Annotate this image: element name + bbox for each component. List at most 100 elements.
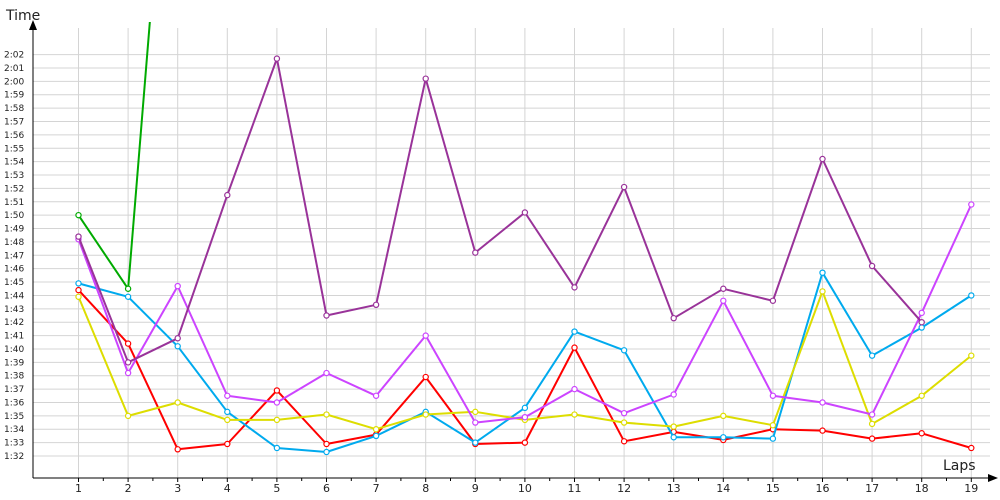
data-point <box>224 440 231 448</box>
data-point <box>273 416 281 424</box>
data-point <box>868 262 876 270</box>
data-point <box>571 344 578 351</box>
x-axis-arrow <box>988 474 998 482</box>
x-tick-label: 3 <box>174 482 181 495</box>
series-5 <box>75 55 925 366</box>
data-point <box>968 444 975 452</box>
data-point <box>670 423 677 430</box>
data-point <box>918 309 925 317</box>
data-point <box>224 392 231 399</box>
y-tick-label: 1:34 <box>4 425 24 435</box>
y-tick-label: 1:51 <box>4 198 24 208</box>
data-point <box>571 411 578 418</box>
x-axis-title: Laps <box>943 458 976 474</box>
y-tick-label: 1:36 <box>4 398 24 408</box>
data-point <box>472 419 479 426</box>
x-tick-label: 8 <box>422 482 429 495</box>
x-tick-label: 18 <box>915 482 929 495</box>
data-point <box>620 438 628 445</box>
data-point <box>521 404 529 412</box>
data-point <box>372 392 380 399</box>
data-point <box>720 412 727 420</box>
y-tick-label: 1:35 <box>4 412 24 422</box>
y-tick-label: 1:39 <box>4 358 24 368</box>
y-tick-label: 1:50 <box>4 211 24 221</box>
series-layer <box>75 22 975 456</box>
data-point <box>819 269 826 276</box>
data-point <box>521 439 529 446</box>
data-point <box>124 285 132 292</box>
data-point <box>918 392 925 399</box>
y-tick-label: 1:55 <box>4 144 24 154</box>
grid <box>33 28 990 482</box>
y-axis-title: Time <box>5 8 40 24</box>
x-tick-label: 6 <box>323 482 330 495</box>
data-point <box>819 399 826 406</box>
x-tick-label: 5 <box>273 482 280 495</box>
series-4 <box>75 201 975 426</box>
y-axis-arrow <box>29 20 37 30</box>
x-tick-labels: 1 2 3 4 5 6 7 8 9 10 11 12 13 14 15 16 17 18 19 <box>75 482 978 495</box>
data-point <box>918 430 925 437</box>
data-point <box>174 335 181 342</box>
data-point <box>124 369 132 377</box>
series-line <box>77 57 923 364</box>
series-6 <box>75 22 151 292</box>
data-point <box>670 434 677 441</box>
x-tick-label: 2 <box>125 482 132 495</box>
data-point <box>968 201 975 208</box>
data-point <box>720 434 727 441</box>
x-tick-label: 10 <box>518 482 532 495</box>
y-tick-label: 1:48 <box>4 238 24 248</box>
data-point <box>868 420 876 428</box>
data-point <box>124 412 132 420</box>
y-tick-label: 1:32 <box>4 452 24 462</box>
axes: Time Laps <box>5 8 998 482</box>
data-point <box>571 284 578 291</box>
y-tick-label: 1:37 <box>4 385 24 395</box>
x-tick-label: 15 <box>766 482 780 495</box>
data-point <box>124 293 132 300</box>
y-tick-label: 1:42 <box>4 318 24 328</box>
x-tick-label: 12 <box>617 482 631 495</box>
y-tick-label: 1:46 <box>4 265 24 275</box>
data-point <box>174 343 181 350</box>
data-point <box>224 408 231 416</box>
data-point <box>75 233 82 240</box>
y-tick-label: 1:33 <box>4 439 24 449</box>
x-tick-label: 17 <box>865 482 879 495</box>
data-point <box>720 285 727 292</box>
data-point <box>372 432 380 440</box>
data-point <box>620 409 628 417</box>
y-tick-label: 1:41 <box>4 332 24 342</box>
data-point <box>868 435 876 442</box>
y-tick-label: 1:54 <box>4 158 24 168</box>
data-point <box>75 286 82 294</box>
data-point <box>670 391 677 398</box>
data-point <box>769 392 777 399</box>
y-tick-label: 1:43 <box>4 305 24 315</box>
y-tick-label: 1:52 <box>4 184 24 194</box>
x-tick-label: 7 <box>373 482 380 495</box>
data-point <box>174 446 181 453</box>
data-point <box>918 324 925 331</box>
data-point <box>720 297 727 304</box>
data-point <box>868 352 876 359</box>
data-point <box>670 314 677 322</box>
data-point <box>472 249 479 256</box>
data-point <box>224 416 231 424</box>
data-point <box>521 413 529 421</box>
data-point <box>769 435 777 442</box>
data-point <box>868 411 876 418</box>
data-point <box>273 399 281 406</box>
x-tick-label: 19 <box>964 482 978 495</box>
data-point <box>819 288 826 295</box>
y-tick-label: 2:02 <box>4 51 24 61</box>
x-tick-label: 1 <box>75 482 82 495</box>
y-tick-label: 1:47 <box>4 251 24 261</box>
data-point <box>819 427 826 434</box>
data-point <box>323 411 330 418</box>
data-point <box>273 55 281 62</box>
y-tick-label: 1:53 <box>4 171 24 181</box>
